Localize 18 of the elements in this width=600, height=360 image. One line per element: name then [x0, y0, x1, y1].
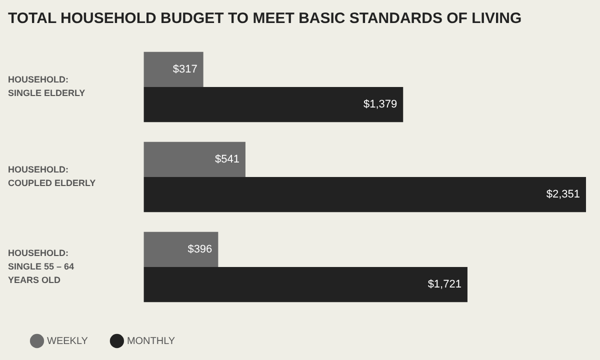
- bar: [144, 232, 218, 267]
- y-tick-label: HOUSEHOLD: COUPLED ELDERLY: [8, 164, 96, 188]
- data-label: $1,379: [363, 98, 398, 111]
- chart-title: TOTAL HOUSEHOLD BUDGET TO MEET BASIC STANDARDS OF LIVING: [8, 10, 522, 28]
- data-label: $396: [188, 243, 212, 256]
- data-label: $2,351: [546, 188, 580, 201]
- bar: [144, 52, 204, 87]
- data-label: $317: [172, 63, 198, 76]
- bar: [144, 142, 246, 177]
- data-label: $1,721: [428, 278, 462, 291]
- legend-label: WEEKLY: [47, 336, 88, 347]
- legend-label: MONTHLY: [126, 336, 176, 347]
- y-tick-label: HOUSEHOLD: SINGLE 55 – 64 YEARS OLD: [8, 248, 74, 285]
- bar: [144, 267, 468, 302]
- bar: [144, 177, 586, 212]
- y-tick-label: HOUSEHOLD: SINGLE ELDERLY: [8, 74, 86, 98]
- bar: [144, 87, 404, 122]
- data-label: $541: [214, 153, 240, 166]
